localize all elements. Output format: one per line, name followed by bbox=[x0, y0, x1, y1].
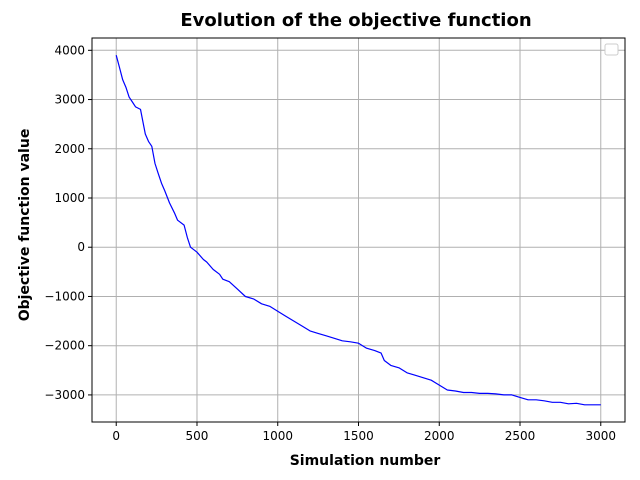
series-line bbox=[115, 55, 601, 406]
y-tick-label: 3000 bbox=[54, 93, 85, 107]
legend bbox=[604, 43, 619, 56]
x-tick-label: 1000 bbox=[262, 429, 293, 443]
y-tick-label: 1000 bbox=[54, 191, 85, 205]
grid-lines bbox=[92, 38, 625, 422]
x-axis-label: Simulation number bbox=[290, 453, 441, 469]
series-group bbox=[115, 55, 601, 406]
legend-box bbox=[604, 43, 619, 56]
x-tick-label: 500 bbox=[186, 429, 209, 443]
x-tick-label: 2000 bbox=[424, 429, 455, 443]
x-tick-label: 2500 bbox=[505, 429, 536, 443]
y-axis-label: Objective function value bbox=[17, 129, 33, 322]
y-tick-label: −1000 bbox=[44, 289, 85, 303]
y-tick-label: −3000 bbox=[44, 388, 85, 402]
y-tick-label: 2000 bbox=[54, 142, 85, 156]
y-tick-label: −2000 bbox=[44, 339, 85, 353]
chart-title: Evolution of the objective function bbox=[180, 10, 531, 31]
axis-ticks: 0 500 1000 1500 2000 2500 3000 −3000 −2000 −1000 0… bbox=[44, 43, 616, 443]
y-tick-label: 4000 bbox=[54, 43, 85, 57]
x-tick-label: 3000 bbox=[585, 429, 616, 443]
y-tick-label: 0 bbox=[77, 240, 85, 254]
x-tick-label: 1500 bbox=[343, 429, 374, 443]
x-tick-label: 0 bbox=[112, 429, 120, 443]
